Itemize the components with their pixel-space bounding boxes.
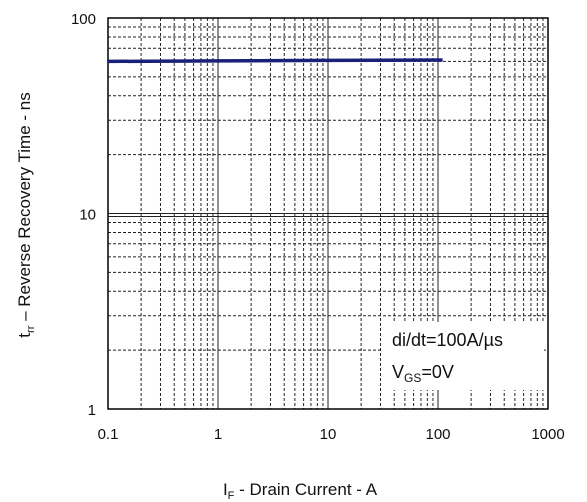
x-tick-label: 0.1	[98, 426, 119, 443]
annotation-vgs-rest: =0V	[421, 362, 454, 382]
y-axis-label: trr – Reverse Recovery Time - ns	[15, 92, 37, 337]
x-axis-label-rest: - Drain Current - A	[234, 480, 377, 499]
x-tick-labels: 0.1 1 10 100 1000	[98, 426, 565, 443]
annotation-didt: di/dt=100A/µs	[392, 330, 503, 350]
annotation-vgs-sub: GS	[404, 371, 421, 385]
y-axis-label-sub: rr	[25, 325, 37, 333]
annotation-box	[382, 322, 544, 390]
series-line	[107, 58, 443, 64]
annotation-vgs-main: V	[392, 362, 404, 382]
y-tick-label: 10	[79, 207, 96, 224]
y-tick-labels: 1 10 100	[71, 11, 96, 419]
x-axis-label: IF - Drain Current - A	[223, 480, 378, 502]
plot-frame	[107, 17, 549, 410]
y-tick-label: 1	[88, 402, 96, 419]
x-axis-label-main: I	[223, 480, 228, 499]
series-layer	[107, 58, 443, 64]
x-axis-label-sub: F	[228, 490, 235, 502]
x-tick-label: 1000	[531, 426, 564, 443]
x-tick-label: 10	[320, 426, 337, 443]
x-tick-label: 1	[214, 426, 222, 443]
y-tick-label: 100	[71, 11, 96, 28]
y-axis-label-rest: – Reverse Recovery Time - ns	[15, 92, 34, 325]
x-tick-label: 100	[425, 426, 450, 443]
y-axis-label-main: t	[15, 333, 34, 338]
annotation-vgs: VGS=0V	[392, 362, 454, 385]
